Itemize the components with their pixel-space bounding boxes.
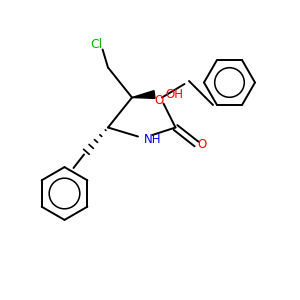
Text: O: O: [154, 94, 164, 107]
Text: O: O: [198, 137, 207, 151]
Text: NH: NH: [144, 133, 161, 146]
Text: Cl: Cl: [90, 38, 102, 52]
Polygon shape: [132, 91, 155, 98]
Text: OH: OH: [165, 88, 183, 101]
